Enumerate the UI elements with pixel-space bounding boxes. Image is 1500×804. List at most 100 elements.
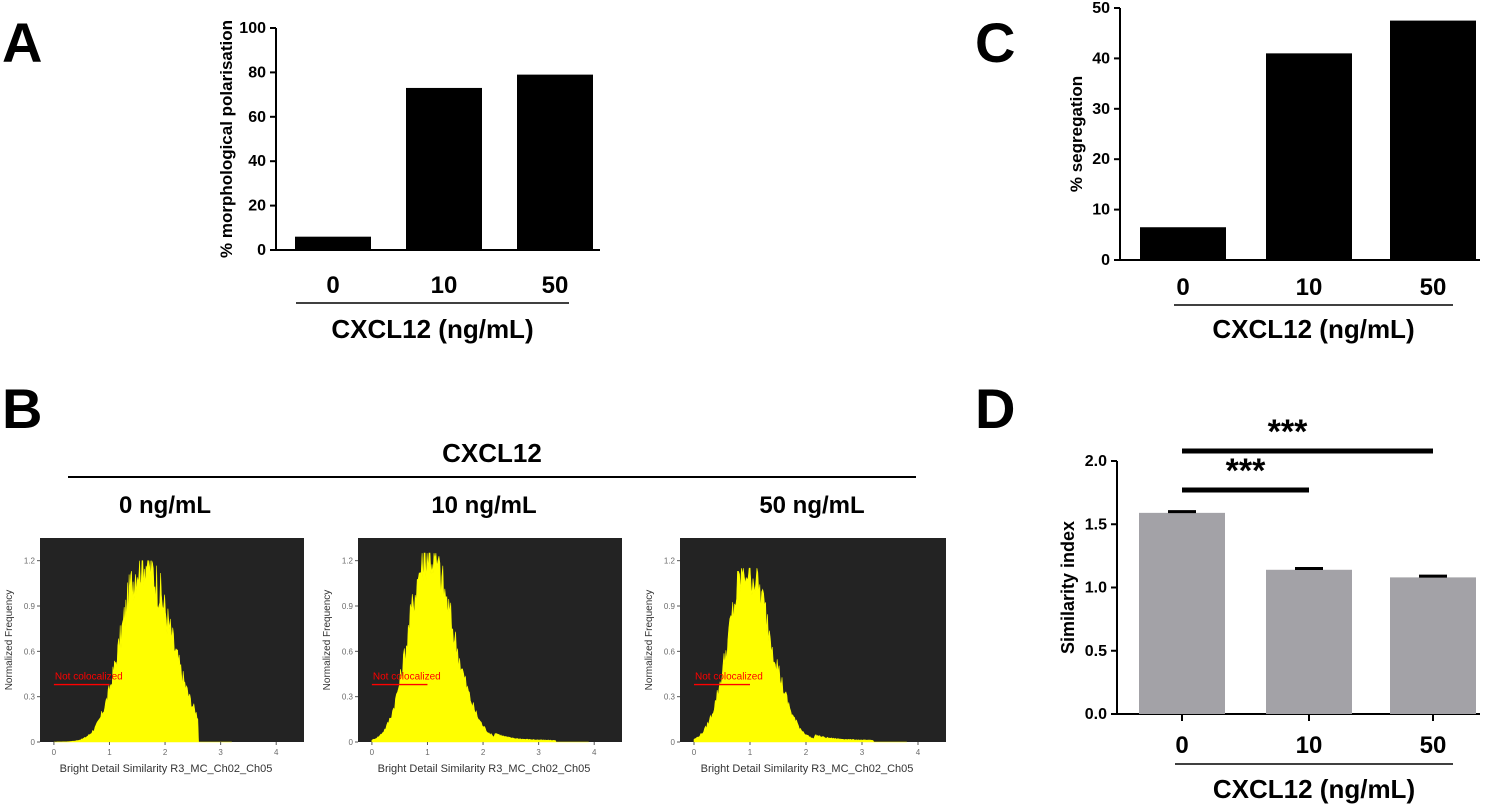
panel-letter-d: D: [975, 377, 1015, 440]
x-tick-label: 4: [916, 748, 921, 757]
chart-a: 0 20 40 60 80 100 0 10 50 CXCL12 (ng/mL) % morphol…: [217, 20, 600, 344]
bar: [1390, 577, 1476, 714]
y-axis-title: % morphological polarisation: [217, 20, 236, 258]
x-category-label: 10: [431, 272, 458, 299]
y-tick-label: 40: [248, 153, 266, 170]
x-axis-title: Bright Detail Similarity R3_MC_Ch02_Ch05: [60, 763, 273, 775]
significance-label: ***: [1268, 413, 1308, 451]
x-tick-label: 1: [425, 748, 430, 757]
y-tick-label: 1.2: [664, 557, 676, 566]
panel-letter-b: B: [2, 377, 42, 440]
x-tick-label: 0: [692, 748, 697, 757]
y-tick-label: 0.5: [1085, 643, 1107, 660]
y-tick-label: 0: [257, 242, 266, 259]
bar: [406, 87, 482, 250]
x-axis-title: CXCL12 (ng/mL): [1212, 314, 1414, 344]
x-tick-label: 3: [536, 748, 541, 757]
y-tick-label: 1.0: [1085, 580, 1107, 597]
y-tick-label: 50: [1092, 0, 1110, 17]
bar: [517, 74, 593, 251]
bar: [1140, 227, 1226, 260]
bar: [1266, 53, 1352, 260]
y-axis-title: Normalized Frequency: [4, 590, 15, 691]
x-category-label: 50: [542, 272, 569, 299]
y-tick-label: 0.0: [1085, 706, 1107, 723]
x-tick-label: 0: [370, 748, 375, 757]
bar: [1139, 512, 1225, 714]
x-axis-title: CXCL12 (ng/mL): [1213, 774, 1415, 804]
y-tick-label: 40: [1092, 50, 1110, 67]
y-tick-label: 1.2: [342, 557, 354, 566]
x-tick-label: 4: [592, 748, 597, 757]
x-tick-label: 3: [860, 748, 865, 757]
y-tick-label: 20: [1092, 151, 1110, 168]
x-axis-title: Bright Detail Similarity R3_MC_Ch02_Ch05: [701, 763, 914, 775]
x-category-label: 50: [1420, 732, 1447, 759]
y-tick-label: 0.9: [664, 602, 676, 611]
y-tick-label: 60: [248, 109, 266, 126]
histogram-0: 0 ng/mL Not colocalized 0 0.3 0.6 0.9 1.2 0 1 2 3 4…: [4, 492, 304, 775]
y-axis-title: Normalized Frequency: [322, 590, 333, 691]
y-tick-label: 0.9: [342, 602, 354, 611]
panel-b-header: CXCL12: [442, 438, 542, 468]
histogram-title: 10 ng/mL: [431, 492, 536, 519]
histogram-title: 50 ng/mL: [759, 492, 864, 519]
y-tick-label: 1.5: [1085, 516, 1107, 533]
y-tick-label: 0: [1101, 252, 1110, 269]
y-tick-label: 80: [248, 64, 266, 81]
y-tick-label: 0.6: [664, 647, 676, 656]
histogram-50: 50 ng/mL Not colocalized 0 0.3 0.6 0.9 1.2 0 1 2 3…: [644, 492, 946, 775]
x-tick-label: 3: [218, 748, 223, 757]
gate-label: Not colocalized: [373, 672, 441, 683]
x-category-label: 50: [1420, 274, 1447, 301]
y-tick-label: 0.3: [24, 693, 36, 702]
y-tick-label: 0.6: [342, 647, 354, 656]
y-tick-label: 100: [239, 20, 266, 37]
gate-label: Not colocalized: [55, 672, 123, 683]
histogram-fill: [693, 567, 907, 743]
y-axis-title: % segregation: [1067, 76, 1086, 192]
y-tick-label: 0.3: [342, 693, 354, 702]
y-tick-label: 0: [349, 738, 354, 747]
histogram-10: 10 ng/mL Not colocalized 0 0.3 0.6 0.9 1.2 0 1 2 3…: [322, 492, 622, 775]
y-tick-label: 0.9: [24, 602, 36, 611]
bar: [1390, 20, 1476, 260]
significance-label: ***: [1226, 452, 1266, 490]
x-tick-label: 2: [163, 748, 168, 757]
panel-letter-c: C: [975, 11, 1015, 74]
y-tick-label: 0.3: [664, 693, 676, 702]
x-axis-title: Bright Detail Similarity R3_MC_Ch02_Ch05: [378, 763, 591, 775]
x-tick-label: 0: [52, 748, 57, 757]
x-category-label: 0: [1176, 274, 1189, 301]
y-tick-label: 2.0: [1085, 453, 1107, 470]
x-tick-label: 1: [107, 748, 112, 757]
y-axis-title: Normalized Frequency: [644, 590, 655, 691]
x-tick-label: 2: [481, 748, 486, 757]
x-tick-label: 2: [804, 748, 809, 757]
x-tick-label: 1: [748, 748, 753, 757]
bar: [1266, 569, 1352, 714]
y-tick-label: 30: [1092, 101, 1110, 118]
y-tick-label: 0: [671, 738, 676, 747]
bar: [295, 236, 371, 250]
y-axis-title: Similarity index: [1058, 521, 1078, 654]
x-tick-label: 4: [274, 748, 279, 757]
x-category-label: 0: [326, 272, 339, 299]
x-category-label: 10: [1296, 732, 1323, 759]
histogram-fill: [53, 560, 232, 743]
histogram-title: 0 ng/mL: [119, 492, 211, 519]
y-tick-label: 20: [248, 198, 266, 215]
panel-letter-a: A: [2, 11, 42, 74]
x-category-label: 0: [1175, 732, 1188, 759]
gate-label: Not colocalized: [695, 672, 763, 683]
x-axis-title: CXCL12 (ng/mL): [331, 314, 533, 344]
y-tick-label: 0: [31, 738, 36, 747]
histogram-fill: [371, 552, 589, 743]
x-category-label: 10: [1296, 274, 1323, 301]
y-tick-label: 10: [1092, 202, 1110, 219]
y-tick-label: 0.6: [24, 647, 36, 656]
y-tick-label: 1.2: [24, 557, 36, 566]
